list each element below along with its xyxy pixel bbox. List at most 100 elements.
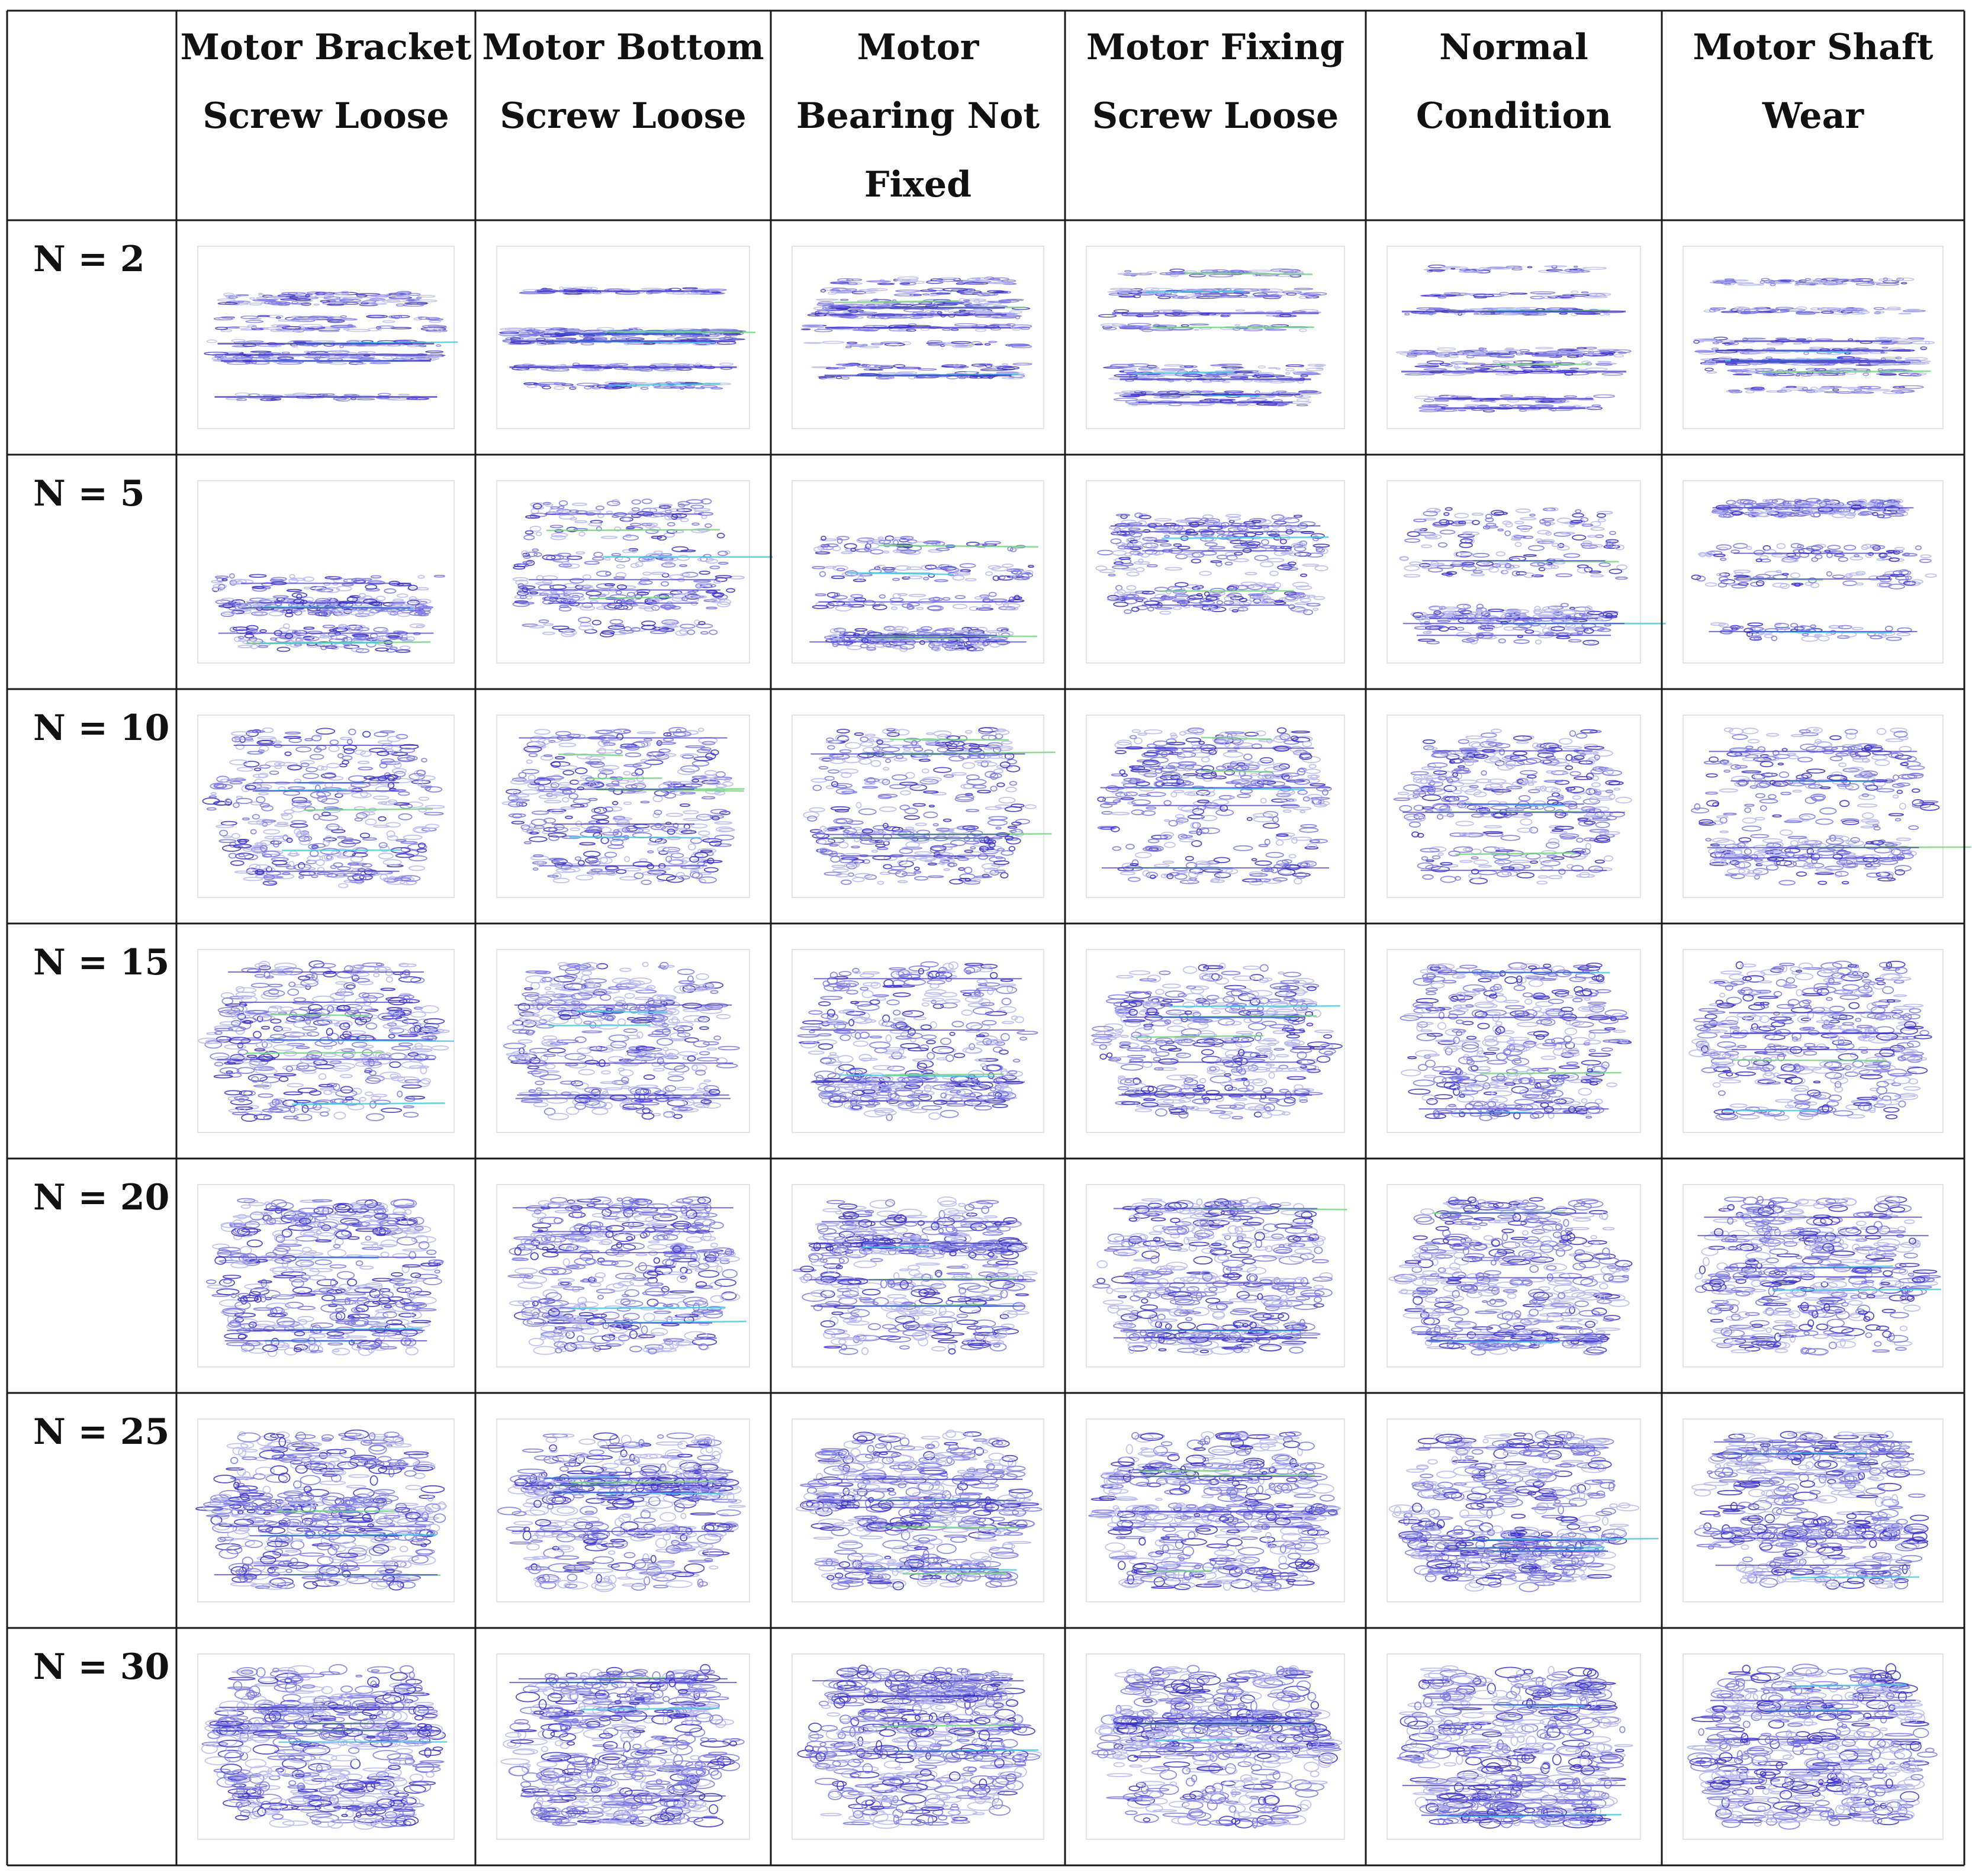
- contour-ring: [541, 342, 555, 345]
- contour-ring: [249, 297, 256, 300]
- contour-ring: [258, 355, 269, 358]
- contour-ring: [542, 385, 552, 390]
- contour-ring: [250, 350, 272, 353]
- contour-ring: [306, 291, 328, 294]
- contour-ring: [278, 319, 292, 322]
- contour-ring: [356, 398, 375, 401]
- contour-ring: [215, 326, 228, 330]
- contour-ring: [408, 292, 421, 296]
- contour-ring: [377, 325, 395, 329]
- contour-ring: [229, 326, 250, 329]
- contour-ring: [287, 292, 298, 295]
- contour-ring: [859, 346, 880, 349]
- contour-ring: [719, 362, 734, 366]
- contour-ring: [256, 297, 268, 300]
- contour-ring: [622, 368, 628, 371]
- contour-ring: [369, 362, 391, 365]
- contour-ring: [596, 384, 619, 388]
- contour-ring: [563, 330, 568, 333]
- contour-ring: [417, 295, 436, 298]
- contour-ring: [289, 297, 299, 299]
- contour-ring: [581, 342, 594, 346]
- contour-ring: [313, 340, 336, 343]
- contour-ring: [407, 345, 420, 347]
- contour-ring: [386, 298, 408, 303]
- contour-ring: [334, 292, 343, 295]
- contour-ring: [641, 288, 662, 290]
- contour-ring: [545, 329, 562, 331]
- contour-ring: [497, 333, 520, 336]
- contour-ring: [290, 303, 309, 305]
- contour-ring: [358, 357, 375, 360]
- contour-ring: [517, 333, 532, 337]
- contour-ring: [623, 342, 630, 346]
- contour-ring: [591, 387, 601, 390]
- contour-highlight: [1151, 326, 1314, 329]
- contour-ring: [277, 294, 296, 297]
- contour-ring: [323, 296, 341, 300]
- contour-ring: [284, 302, 291, 305]
- contour-ring: [292, 341, 307, 343]
- contour-ring: [366, 314, 388, 318]
- contour-ring: [258, 292, 263, 295]
- contour-ring: [252, 299, 276, 302]
- contour-ring: [336, 398, 350, 402]
- contour-ring: [663, 385, 686, 390]
- contour-ring: [228, 295, 238, 299]
- contour-ring: [287, 320, 310, 322]
- contour-ring: [625, 337, 645, 341]
- contour-ring: [313, 357, 319, 361]
- contour-ring: [245, 320, 264, 323]
- contour-ring: [554, 382, 567, 386]
- contour-ring: [326, 304, 345, 306]
- contour-ring: [418, 317, 430, 320]
- contour-ring: [533, 332, 540, 337]
- contour-ring: [571, 385, 577, 389]
- contour-ring: [672, 291, 690, 295]
- contour-ring: [572, 364, 596, 366]
- contour-ring: [277, 356, 294, 360]
- contour-ring: [691, 288, 706, 291]
- contour-ring: [583, 337, 595, 340]
- contour-highlight: [1761, 370, 1931, 373]
- contour-highlight: [608, 383, 720, 387]
- contour-ring: [393, 316, 400, 319]
- contour-ring: [416, 297, 422, 300]
- contour-ring: [357, 350, 376, 355]
- contour-ring: [700, 385, 718, 388]
- contour-ring: [584, 385, 592, 390]
- contour-ring: [355, 292, 381, 296]
- contour-ring: [280, 330, 300, 333]
- contour-ring: [538, 382, 564, 385]
- contour-ring: [281, 326, 301, 330]
- contour-ring: [695, 362, 701, 366]
- contour-ring: [292, 392, 310, 397]
- contour-ring: [266, 345, 282, 347]
- contour-ring: [329, 362, 348, 365]
- contour-ring: [608, 382, 630, 385]
- contour-ring: [543, 335, 551, 337]
- contour-plot: [197, 246, 458, 429]
- contour-ring: [536, 342, 548, 346]
- contour-ring: [574, 330, 580, 333]
- contour-ring: [639, 368, 653, 372]
- contour-ring: [653, 386, 675, 389]
- contour-ring: [249, 303, 262, 306]
- contour-ring: [702, 363, 713, 366]
- contour-ring: [586, 287, 598, 291]
- contour-ring: [874, 365, 896, 368]
- contour-ring: [710, 387, 723, 390]
- contour-ring: [221, 356, 226, 360]
- contour-ring: [206, 339, 217, 343]
- contour-ring: [343, 328, 350, 330]
- contour-ring: [554, 386, 565, 390]
- contour-ring: [632, 327, 641, 330]
- contour-ring: [436, 329, 443, 333]
- contour-ring: [231, 300, 251, 304]
- contour-ring: [680, 334, 704, 337]
- contour-ring: [416, 301, 428, 305]
- contour-ring: [366, 299, 387, 301]
- contour-ring: [346, 329, 371, 332]
- contour-ring: [682, 287, 699, 289]
